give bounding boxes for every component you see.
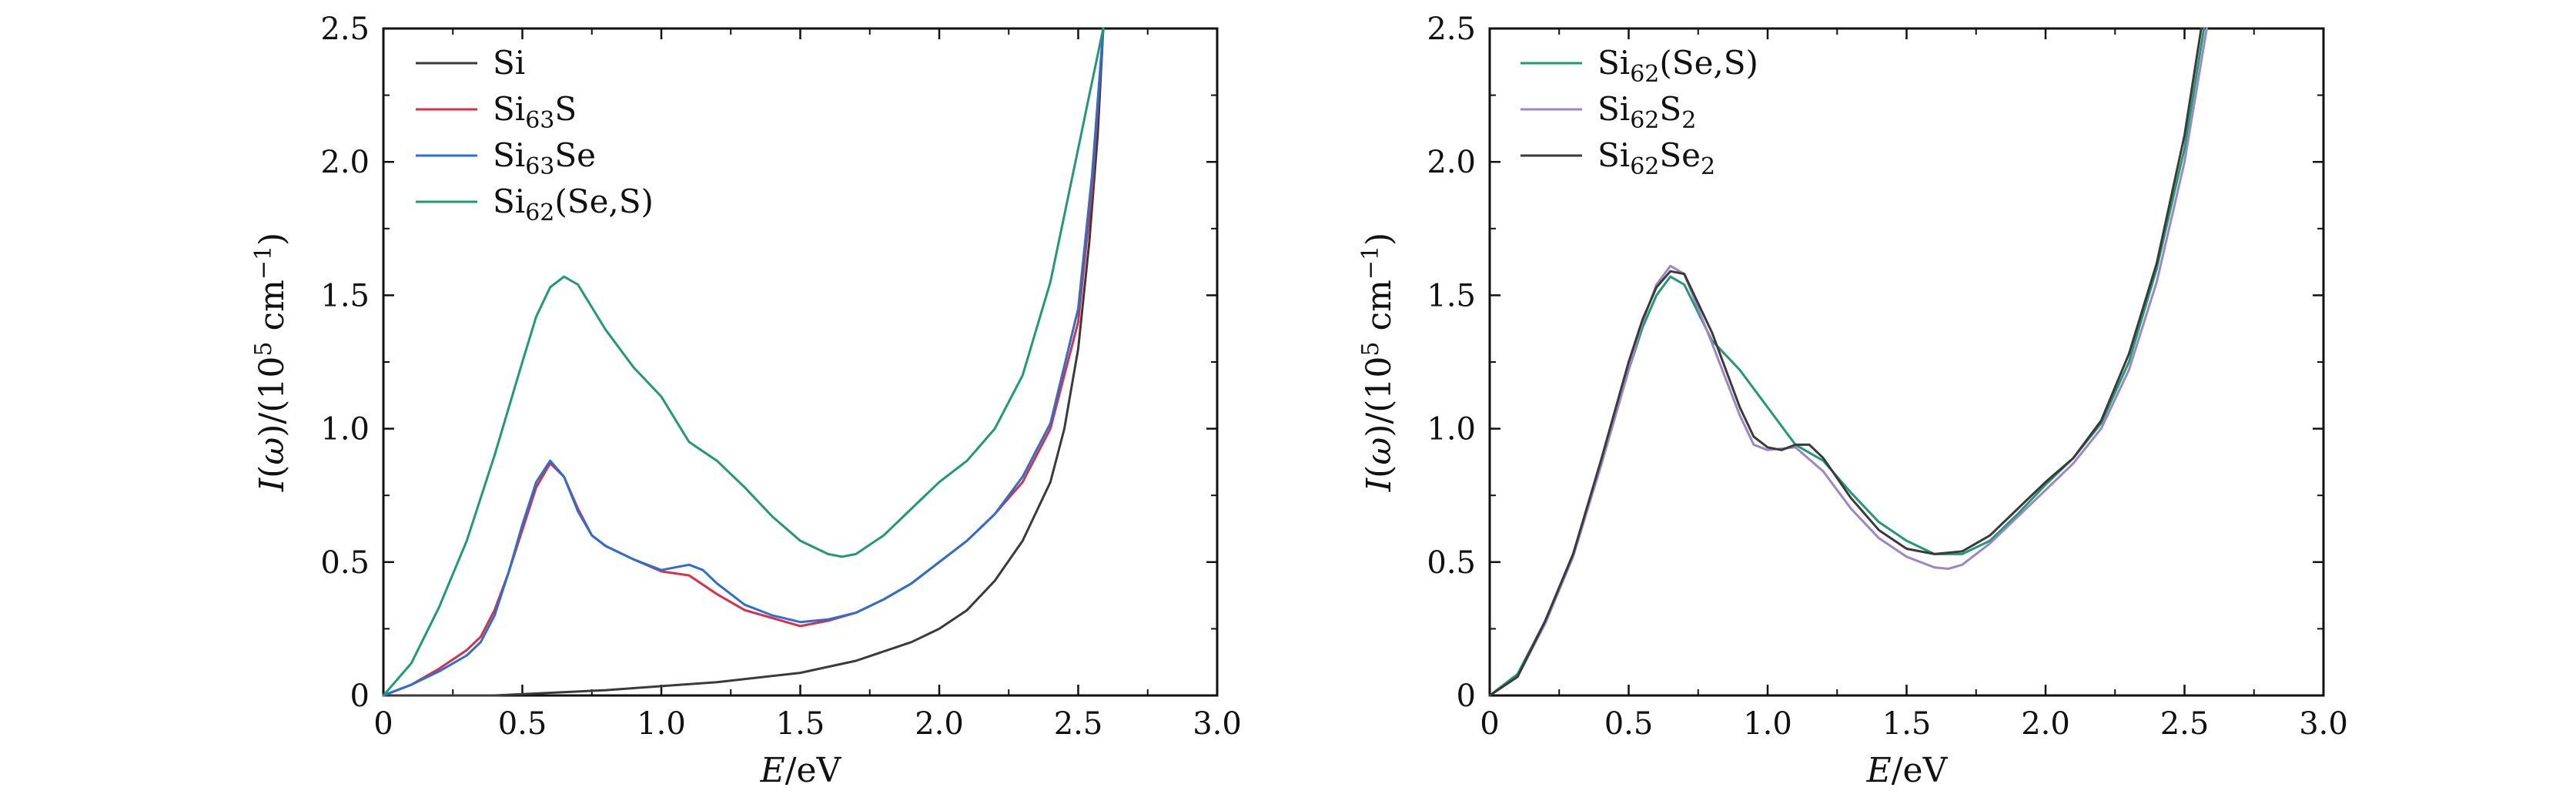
series-line-2 <box>382 27 1105 697</box>
legend-label: Si63​Se <box>493 136 596 180</box>
left-x-ticks: 0 0.5 1.0 1.5 2.0 2.5 3.0 <box>373 28 1242 742</box>
y-tick: 2.5 <box>320 12 1217 47</box>
y-tick-label: 2.5 <box>1427 12 1476 47</box>
y-tick-label: 1.0 <box>1427 412 1476 447</box>
left-y-ticks: 0 0.5 1.0 1.5 2.0 2.5 <box>320 12 1217 714</box>
y-tick-label: 2.0 <box>1427 145 1476 180</box>
x-tick: 0 <box>373 28 393 742</box>
x-tick: 1.5 <box>1882 28 1932 742</box>
right-chart-panel: 0 0.5 1.0 1.5 2.0 2.5 3.0 0 0.5 1.0 1.5 2.0 2.5 Si6… <box>1357 12 2348 790</box>
right-x-axis-label: E/eV <box>1866 751 1949 790</box>
y-tick-label: 2.5 <box>320 12 370 47</box>
legend-item: Si62​S2​ <box>1521 90 1696 134</box>
legend-item: Si62​Se2​ <box>1521 136 1715 180</box>
y-tick: 1.0 <box>1427 412 2323 447</box>
right-legend: Si62​(Se,S)Si62​S2​Si62​Se2​ <box>1521 44 1758 180</box>
legend-label: Si62​(Se,S) <box>493 183 654 226</box>
right-x-ticks: 0 0.5 1.0 1.5 2.0 2.5 3.0 <box>1480 28 2348 742</box>
y-tick: 1.5 <box>1427 278 2323 313</box>
y-tick-label: 0 <box>350 679 370 714</box>
legend-label: Si <box>493 44 525 82</box>
series-line-2 <box>1488 27 2203 697</box>
y-tick: 0 <box>1457 679 2323 714</box>
x-tick: 0.5 <box>498 28 547 742</box>
legend-item: Si <box>416 44 525 82</box>
y-tick-label: 0.5 <box>1427 545 1476 581</box>
x-tick-label: 0.5 <box>498 706 547 742</box>
left-series-lines <box>382 27 1105 697</box>
series-line-0 <box>382 27 1105 697</box>
x-tick-label: 2.0 <box>2021 706 2070 742</box>
series-line-1 <box>1488 27 2208 697</box>
legend-item: Si63​S <box>416 90 577 134</box>
y-tick: 1.0 <box>320 412 1217 447</box>
left-y-axis-label: I(ω)/(105 cm−1) <box>250 233 292 492</box>
series-line-1 <box>382 27 1105 697</box>
legend-item: Si62​(Se,S) <box>416 183 654 226</box>
y-tick-label: 2.0 <box>320 145 370 180</box>
x-tick: 2.5 <box>1054 28 1103 742</box>
legend-label: Si62​(Se,S) <box>1597 44 1758 88</box>
x-tick-label: 2.5 <box>2160 706 2210 742</box>
series-line-0 <box>1488 27 2206 697</box>
x-tick: 0.5 <box>1604 28 1654 742</box>
y-tick: 2.0 <box>320 145 1217 180</box>
y-tick-label: 1.5 <box>320 278 370 313</box>
x-tick: 1.0 <box>637 28 686 742</box>
x-tick: 2.5 <box>2160 28 2210 742</box>
left-x-axis-label: E/eV <box>760 751 842 790</box>
x-tick-label: 1.5 <box>776 706 825 742</box>
x-tick: 3.0 <box>1193 28 1242 742</box>
x-tick: 1.5 <box>776 28 825 742</box>
y-tick: 0.5 <box>1427 545 2323 581</box>
x-tick-label: 0 <box>1480 706 1499 742</box>
left-plot-frame <box>382 27 1219 697</box>
x-tick-label: 0.5 <box>1604 706 1654 742</box>
right-y-ticks: 0 0.5 1.0 1.5 2.0 2.5 <box>1427 12 2323 714</box>
y-tick: 2.0 <box>1427 145 2323 180</box>
y-tick-label: 1.0 <box>320 412 370 447</box>
x-tick: 3.0 <box>2299 28 2348 742</box>
y-tick-label: 0.5 <box>320 545 370 581</box>
y-tick: 0.5 <box>320 545 1217 581</box>
right-y-axis-label: I(ω)/(105 cm−1) <box>1357 233 1399 492</box>
x-tick-label: 1.5 <box>1882 706 1932 742</box>
left-chart-panel: 0 0.5 1.0 1.5 2.0 2.5 3.0 00.51.01.52.02.5 SiS… <box>250 12 1242 790</box>
y-tick: 2.5 <box>1427 12 2323 47</box>
legend-item: Si63​Se <box>416 136 596 180</box>
x-tick-label: 2.0 <box>915 706 964 742</box>
x-tick: 0 <box>1480 28 1500 742</box>
x-tick-label: 1.0 <box>1743 706 1792 742</box>
right-series-lines <box>1488 27 2208 697</box>
legend-label: Si62​Se2​ <box>1597 136 1715 180</box>
legend-label: Si62​S2​ <box>1597 90 1696 134</box>
x-tick: 2.0 <box>915 28 964 742</box>
x-tick-label: 3.0 <box>2299 706 2348 742</box>
y-tick: 1.5 <box>320 278 1217 313</box>
y-tick: 0 <box>350 679 1217 714</box>
x-tick-label: 1.0 <box>637 706 686 742</box>
legend-item: Si62​(Se,S) <box>1521 44 1758 88</box>
right-plot-frame <box>1488 27 2325 697</box>
y-tick-label: 1.5 <box>1427 278 1476 313</box>
x-tick: 1.0 <box>1743 28 1792 742</box>
x-tick-label: 2.5 <box>1054 706 1103 742</box>
x-tick-label: 0 <box>373 706 393 742</box>
legend-label: Si63​S <box>493 90 577 134</box>
series-line-3 <box>382 27 1105 697</box>
x-tick: 2.0 <box>2021 28 2070 742</box>
x-tick-label: 3.0 <box>1193 706 1242 742</box>
y-tick-label: 0 <box>1457 679 1476 714</box>
